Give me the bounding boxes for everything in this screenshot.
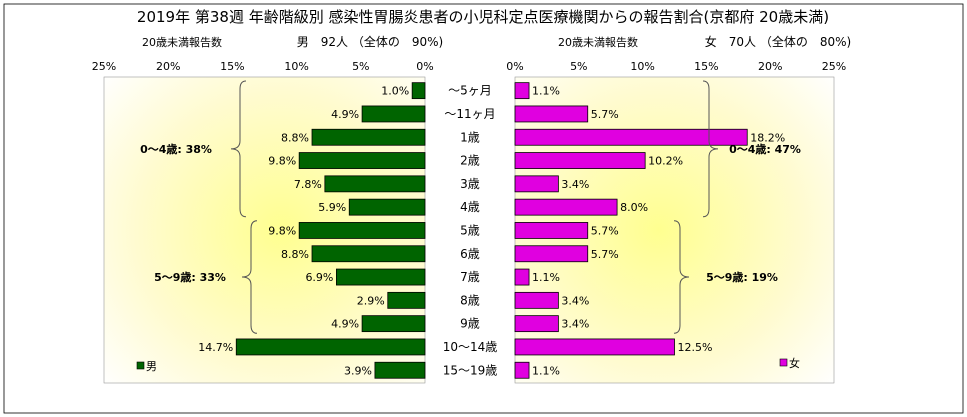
category-label: 5歳 (460, 223, 480, 237)
female-value-label: 18.2% (750, 131, 785, 144)
category-label: 4歳 (460, 200, 480, 214)
female-value-label: 3.4% (561, 294, 589, 307)
female-group-bracket (673, 220, 690, 334)
male-value-label: 9.8% (268, 224, 296, 237)
male-bar (361, 105, 426, 123)
male-bar (298, 152, 426, 169)
category-label: 2歳 (460, 154, 480, 168)
male-value-label: 9.8% (268, 155, 296, 168)
male-value-label: 7.8% (294, 178, 322, 191)
category-label: 8歳 (460, 293, 480, 307)
female-bar (514, 175, 559, 193)
female-value-label: 1.1% (532, 85, 560, 98)
male-value-label: 4.9% (331, 108, 359, 121)
male-bar (374, 361, 426, 379)
male-group-label: 5～9歳: 33% (154, 270, 226, 284)
male-value-label: 4.9% (331, 318, 359, 331)
category-label: 6歳 (460, 247, 480, 261)
category-label: 1歳 (460, 130, 480, 144)
female-value-label: 8.0% (620, 201, 648, 214)
female-bar (514, 198, 618, 216)
category-label: ～11ヶ月 (444, 107, 495, 121)
female-value-label: 3.4% (561, 318, 589, 331)
male-x-tick-label: 0% (416, 60, 433, 73)
female-group-bracket (702, 80, 719, 218)
male-bar (311, 128, 426, 146)
female-axis-label: 20歳未満報告数 (558, 36, 638, 49)
female-bar (514, 291, 559, 309)
female-bar (514, 82, 530, 100)
outer-frame (3, 3, 964, 414)
female-x-tick-label: 20% (758, 60, 782, 73)
male-bar (298, 222, 426, 239)
male-legend-swatch (136, 361, 145, 370)
category-label: 9歳 (460, 317, 480, 331)
female-value-label: 5.7% (591, 248, 619, 261)
female-value-label: 3.4% (561, 178, 589, 191)
male-bar (311, 245, 426, 263)
male-legend-label: 男 (146, 360, 157, 373)
male-bar (235, 338, 426, 356)
female-bar (514, 152, 646, 169)
male-value-label: 14.7% (198, 341, 233, 354)
female-x-tick-label: 0% (506, 60, 523, 73)
male-value-label: 6.9% (305, 271, 333, 284)
male-bar (387, 291, 426, 309)
female-x-tick-label: 15% (694, 60, 718, 73)
female-x-tick-label: 25% (822, 60, 846, 73)
male-value-label: 8.8% (281, 248, 309, 261)
male-value-label: 2.9% (357, 294, 385, 307)
female-value-label: 1.1% (532, 271, 560, 284)
female-x-tick-label: 5% (570, 60, 587, 73)
male-bar (324, 175, 426, 193)
female-value-label: 1.1% (532, 364, 560, 377)
male-group-bracket (241, 220, 258, 334)
male-x-tick-label: 15% (220, 60, 244, 73)
female-header: 女 70人 （全体の 80%) (705, 34, 851, 49)
female-value-label: 10.2% (648, 155, 683, 168)
male-x-tick-label: 20% (156, 60, 180, 73)
female-value-label: 5.7% (591, 108, 619, 121)
male-x-tick-label: 25% (92, 60, 116, 73)
male-bar (361, 315, 426, 333)
female-bar (514, 245, 589, 263)
male-value-label: 1.0% (381, 85, 409, 98)
female-legend-swatch (779, 358, 788, 367)
female-bar (514, 361, 530, 379)
female-value-label: 12.5% (678, 341, 713, 354)
male-group-bracket (230, 80, 247, 218)
female-group-label: 0～4歳: 47% (729, 142, 801, 156)
category-label: 3歳 (460, 177, 480, 191)
female-x-tick-label: 10% (630, 60, 654, 73)
male-bar (336, 268, 426, 286)
male-value-label: 3.9% (344, 364, 372, 377)
female-value-label: 5.7% (591, 224, 619, 237)
female-bar (514, 315, 559, 333)
male-group-label: 0～4歳: 38% (140, 142, 212, 156)
male-header: 男 92人 （全体の 90%) (297, 34, 443, 49)
female-bar (514, 268, 530, 286)
female-bar (514, 105, 589, 123)
female-group-label: 5～9歳: 19% (706, 270, 778, 284)
male-bar (348, 198, 426, 216)
category-label: ～5ヶ月 (448, 84, 492, 98)
category-label: 15～19歳 (443, 363, 498, 377)
female-bar (514, 222, 589, 239)
female-legend-label: 女 (789, 356, 800, 370)
category-label: 7歳 (460, 270, 480, 284)
male-value-label: 5.9% (318, 201, 346, 214)
male-x-tick-label: 10% (284, 60, 308, 73)
male-value-label: 8.8% (281, 131, 309, 144)
category-label: 10～14歳 (443, 340, 498, 354)
male-bar (411, 82, 426, 100)
chart-title: 2019年 第38週 年齢階級別 感染性胃腸炎患者の小児科定点医療機関からの報告… (137, 8, 829, 26)
female-bar (514, 128, 748, 146)
male-x-tick-label: 5% (352, 60, 369, 73)
female-bar (514, 338, 675, 356)
male-axis-label: 20歳未満報告数 (142, 36, 222, 49)
